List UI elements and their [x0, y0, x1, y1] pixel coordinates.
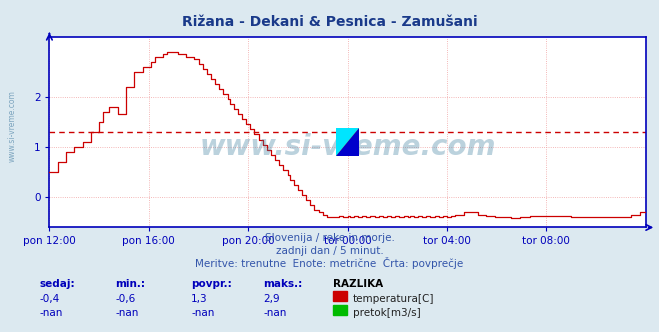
Text: povpr.:: povpr.:	[191, 279, 232, 289]
Text: -nan: -nan	[264, 308, 287, 318]
Text: Meritve: trenutne  Enote: metrične  Črta: povprečje: Meritve: trenutne Enote: metrične Črta: …	[195, 257, 464, 269]
Text: pretok[m3/s]: pretok[m3/s]	[353, 308, 420, 318]
Text: -nan: -nan	[40, 308, 63, 318]
Text: maks.:: maks.:	[264, 279, 303, 289]
Polygon shape	[336, 128, 359, 156]
Text: Slovenija / reke in morje.: Slovenija / reke in morje.	[264, 233, 395, 243]
Text: temperatura[C]: temperatura[C]	[353, 294, 434, 304]
Polygon shape	[336, 128, 359, 156]
Text: zadnji dan / 5 minut.: zadnji dan / 5 minut.	[275, 246, 384, 256]
Polygon shape	[336, 128, 359, 156]
Text: www.si-vreme.com: www.si-vreme.com	[200, 133, 496, 161]
Text: min.:: min.:	[115, 279, 146, 289]
Text: 2,9: 2,9	[264, 294, 280, 304]
Text: -0,4: -0,4	[40, 294, 60, 304]
Text: -0,6: -0,6	[115, 294, 136, 304]
Text: -nan: -nan	[115, 308, 138, 318]
Text: 1,3: 1,3	[191, 294, 208, 304]
Text: Rižana - Dekani & Pesnica - Zamušani: Rižana - Dekani & Pesnica - Zamušani	[182, 15, 477, 29]
Text: RAZLIKA: RAZLIKA	[333, 279, 383, 289]
Text: -nan: -nan	[191, 308, 214, 318]
Text: sedaj:: sedaj:	[40, 279, 75, 289]
Text: www.si-vreme.com: www.si-vreme.com	[8, 90, 17, 162]
